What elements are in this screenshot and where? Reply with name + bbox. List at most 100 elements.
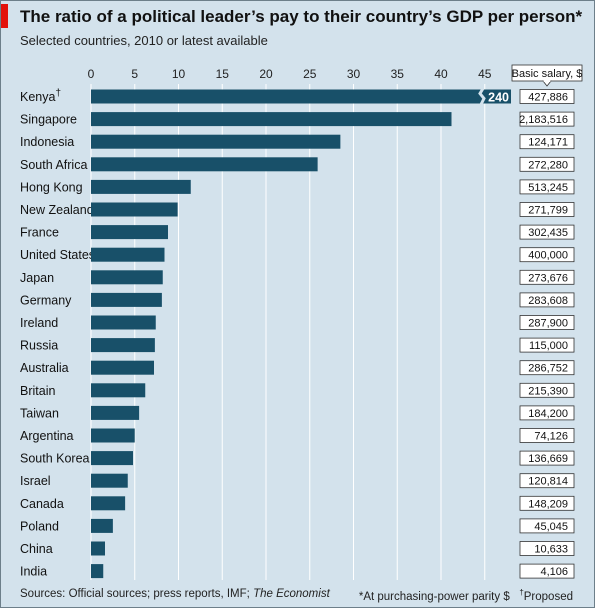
country-label: Australia [20, 361, 69, 375]
country-label: Singapore [20, 113, 77, 127]
footnote-dagger-mark: † [519, 588, 524, 597]
bar [91, 225, 168, 240]
salary-box [519, 269, 575, 285]
bar [91, 112, 452, 127]
salary-box [519, 450, 575, 466]
bar [91, 157, 318, 172]
x-tick-label: 40 [434, 67, 448, 81]
source-publication: The Economist [253, 588, 330, 600]
salary-value: 10,633 [534, 544, 568, 556]
country-label: Poland [20, 519, 59, 533]
salary-value: 74,126 [534, 431, 568, 443]
salary-value: 215,390 [528, 385, 568, 397]
bar [91, 383, 146, 398]
salary-value: 272,280 [528, 159, 568, 171]
salary-box [519, 202, 575, 217]
salary-value: 2,183,516 [519, 114, 568, 126]
bar [91, 564, 104, 579]
country-label: Taiwan [20, 406, 59, 420]
salary-box [519, 156, 575, 172]
salary-value: 45,045 [534, 521, 568, 533]
bar [91, 179, 191, 194]
salary-value: 120,814 [528, 476, 568, 488]
salary-value: 286,752 [528, 363, 568, 375]
salary-value: 513,245 [528, 182, 568, 194]
salary-box [519, 247, 575, 263]
chart-subtitle: Selected countries, 2010 or latest avail… [20, 33, 268, 48]
x-tick-label: 0 [88, 67, 95, 81]
salary-value: 427,886 [528, 92, 568, 104]
country-label: Germany [20, 293, 72, 307]
salary-box [519, 428, 575, 443]
salary-box [519, 315, 575, 330]
country-label: Argentina [20, 429, 74, 443]
salary-box [519, 518, 575, 534]
x-tick-label: 35 [391, 67, 405, 81]
bar [91, 292, 162, 307]
footnotes: *At purchasing-power parity $ †Proposed [359, 588, 573, 603]
salary-box [519, 89, 575, 104]
salary-value: 136,669 [528, 453, 568, 465]
source-note: Sources: Official sources; press reports… [20, 588, 330, 600]
salary-value: 148,209 [528, 498, 568, 510]
x-tick-label: 10 [172, 67, 186, 81]
salary-box [519, 292, 575, 308]
country-label: South Korea [20, 452, 90, 466]
salary-header-pointer-mask [543, 80, 551, 82]
salary-value: 124,171 [528, 137, 568, 149]
country-label: South Africa [20, 158, 87, 172]
salary-value: 273,676 [528, 272, 568, 284]
salary-box [519, 495, 575, 511]
axis-break-mark [478, 87, 486, 106]
x-tick-label: 15 [216, 67, 230, 81]
salary-box [519, 337, 575, 353]
bar [91, 338, 155, 353]
bar [91, 518, 113, 533]
country-label: France [20, 226, 59, 240]
bar [91, 315, 156, 330]
chart-title: The ratio of a political leader’s pay to… [20, 7, 583, 26]
bar [91, 134, 341, 149]
country-label: New Zealand [20, 203, 94, 217]
country-label: China [20, 542, 53, 556]
country-label: Britain [20, 384, 55, 398]
x-tick-label: 25 [303, 67, 317, 81]
country-label: India [20, 565, 47, 579]
footnote-star: *At purchasing-power parity $ [358, 590, 510, 603]
salary-value: 400,000 [528, 250, 568, 262]
salary-box [519, 563, 575, 579]
salary-value: 271,799 [528, 205, 568, 217]
x-tick-label: 45 [478, 67, 492, 81]
salary-value: 287,900 [528, 318, 568, 330]
salary-box [519, 360, 575, 376]
bar [91, 360, 154, 375]
salary-box [519, 179, 575, 195]
footnote-dagger: Proposed [523, 590, 573, 603]
salary-box [519, 541, 575, 556]
x-tick-label: 30 [347, 67, 361, 81]
salary-box [519, 224, 575, 240]
salary-value: 283,608 [528, 295, 568, 307]
bar [91, 496, 126, 511]
bar [91, 541, 105, 556]
salary-value: 4,106 [540, 566, 568, 578]
bar [91, 202, 178, 217]
country-label: Canada [20, 497, 64, 511]
salary-box [519, 111, 575, 127]
country-label: United States [20, 248, 95, 262]
salary-box [519, 405, 575, 421]
country-label: Ireland [20, 316, 58, 330]
country-label: Hong Kong [20, 180, 83, 194]
x-tick-label: 5 [131, 67, 138, 81]
salary-header: Basic salary, $ [512, 68, 583, 80]
bar [91, 405, 140, 420]
country-label: Israel [20, 474, 51, 488]
country-label: Russia [20, 339, 58, 353]
bar [91, 473, 128, 488]
salary-value: 184,200 [528, 408, 568, 420]
salary-box [519, 473, 575, 489]
bar [91, 247, 165, 262]
salary-box [519, 134, 575, 150]
country-label: Kenya† [20, 88, 61, 104]
